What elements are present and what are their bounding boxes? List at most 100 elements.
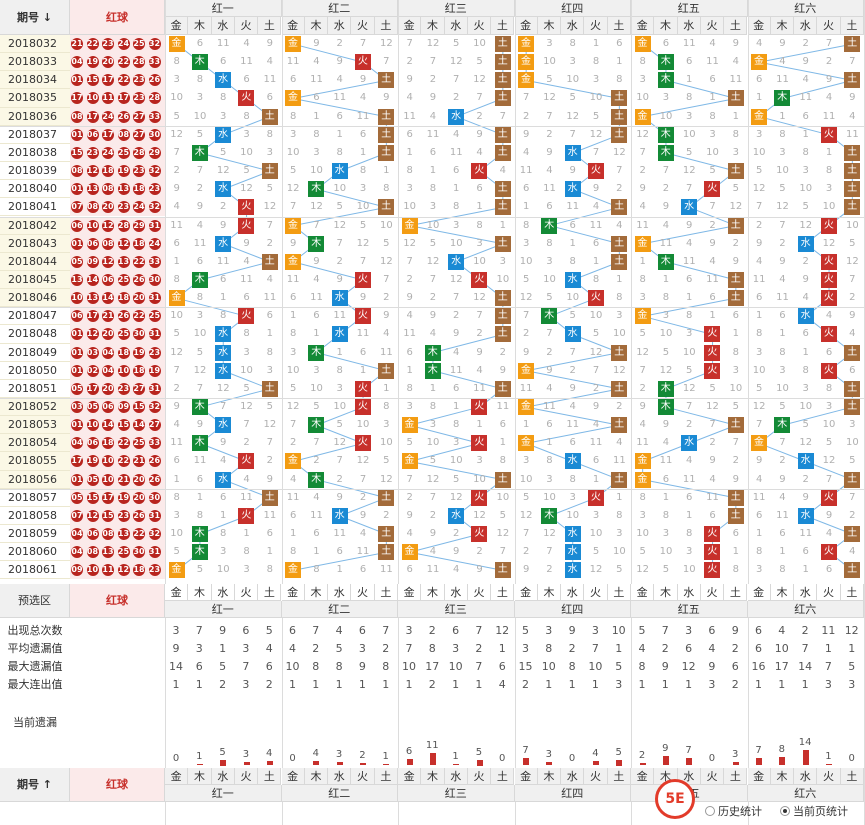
preselect-element[interactable]: 木 <box>188 583 212 601</box>
preselect-element[interactable]: 水 <box>444 583 468 601</box>
trend-line <box>782 79 853 100</box>
preselect-element[interactable]: 火 <box>817 583 841 601</box>
preselect-element[interactable]: 火 <box>584 583 608 601</box>
preselect-element[interactable]: 水 <box>677 583 701 601</box>
red-ball: 30 <box>148 491 161 504</box>
miss-value: 2 <box>476 328 483 340</box>
trend-line <box>409 225 503 245</box>
element-tag-tu: 土 <box>727 217 744 234</box>
footer-element: 金 <box>165 767 189 785</box>
miss-value: 9 <box>359 509 367 521</box>
preselect-element[interactable]: 火 <box>351 583 375 601</box>
preselect-element[interactable]: 火 <box>234 583 259 601</box>
miss-value: 8 <box>639 491 646 503</box>
element-tag-tu: 土 <box>727 290 744 307</box>
miss-value: 2 <box>336 255 343 267</box>
miss-value: 11 <box>216 38 230 49</box>
miss-value: 5 <box>709 165 716 177</box>
preselect-element[interactable]: 土 <box>840 583 864 601</box>
preselect-element[interactable]: 金 <box>631 583 655 601</box>
red-ball: 32 <box>148 38 161 50</box>
current-miss-value: 0 <box>499 752 506 764</box>
element-tag-shui: 水 <box>797 308 814 325</box>
preselect-element[interactable]: 金 <box>165 583 189 601</box>
element-tag-mu: 木 <box>657 126 674 143</box>
red-ball: 18 <box>117 346 130 359</box>
miss-value: 12 <box>216 165 230 177</box>
miss-value: 4 <box>755 255 763 267</box>
preselect-element[interactable]: 木 <box>654 583 678 601</box>
miss-value: 8 <box>825 382 833 394</box>
current-miss-value: 7 <box>522 744 529 756</box>
current-miss-bar <box>826 764 833 766</box>
period-cell: 2018038 <box>0 143 70 163</box>
current-miss-value: 4 <box>312 748 319 760</box>
preselect-element[interactable]: 土 <box>258 583 282 601</box>
preselect-element[interactable]: 木 <box>304 583 329 601</box>
preselect-element[interactable]: 木 <box>421 583 445 601</box>
miss-value: 2 <box>802 255 809 267</box>
preselect-element[interactable]: 木 <box>537 583 562 601</box>
red-ball: 03 <box>71 401 83 413</box>
miss-value: 10 <box>170 310 184 322</box>
miss-value: 12 <box>449 491 463 503</box>
miss-value: 10 <box>379 219 393 231</box>
red-ball: 18 <box>117 292 130 305</box>
red-ball: 04 <box>71 528 83 541</box>
miss-value: 12 <box>496 528 510 540</box>
trend-line <box>293 98 387 118</box>
miss-value: 4 <box>569 401 576 412</box>
miss-value: 5 <box>592 110 600 122</box>
miss-value: 5 <box>196 564 204 576</box>
preselect-element[interactable]: 土 <box>374 583 398 601</box>
stat-value: 3 <box>452 641 460 655</box>
preselect-element[interactable]: 土 <box>724 583 748 601</box>
trend-line <box>526 406 620 426</box>
stat-value: 3 <box>358 641 366 655</box>
preselect-element[interactable]: 火 <box>700 583 725 601</box>
miss-value: 7 <box>289 201 297 213</box>
preselect-element[interactable]: 金 <box>747 583 771 601</box>
miss-value: 1 <box>499 437 507 449</box>
footer-element: 木 <box>770 767 795 785</box>
preselect-element[interactable]: 金 <box>398 583 422 601</box>
preselect-element[interactable]: 水 <box>211 583 235 601</box>
miss-value: 11 <box>682 255 696 267</box>
preselect-element[interactable]: 水 <box>794 583 818 601</box>
preselect-element[interactable]: 金 <box>281 583 305 601</box>
preselect-element[interactable]: 金 <box>514 583 538 601</box>
footer-period-header[interactable]: 期号 ↑ <box>0 767 70 802</box>
miss-value: 4 <box>755 473 763 485</box>
miss-value: 5 <box>336 419 343 431</box>
preselect-element[interactable]: 木 <box>770 583 795 601</box>
preselect-element[interactable]: 土 <box>491 583 515 601</box>
group-divider <box>398 0 399 825</box>
period-header[interactable]: 期号 ↓ <box>0 0 70 35</box>
current-miss-value: 11 <box>425 740 439 752</box>
preselect-element[interactable]: 土 <box>607 583 631 601</box>
miss-value: 8 <box>546 455 553 467</box>
miss-value: 8 <box>686 528 693 540</box>
stat-label: 最大连出值 <box>7 677 63 691</box>
element-header: 水 <box>794 17 818 35</box>
miss-value: 2 <box>732 455 740 467</box>
current-page-stats-radio[interactable]: 当前页统计 <box>780 803 848 819</box>
trend-line <box>316 352 387 372</box>
preselect-element[interactable]: 水 <box>561 583 585 601</box>
radio-icon <box>705 806 715 816</box>
miss-value: 9 <box>336 491 343 503</box>
red-ball: 10 <box>102 455 114 468</box>
miss-value: 6 <box>196 38 204 49</box>
element-tag-tu: 土 <box>844 399 861 415</box>
miss-value: 10 <box>845 437 859 449</box>
miss-value: 4 <box>686 237 693 249</box>
miss-value: 7 <box>220 401 227 412</box>
history-stats-radio[interactable]: 历史统计 <box>705 803 762 819</box>
miss-value: 12 <box>333 219 347 231</box>
preselect-element[interactable]: 水 <box>328 583 352 601</box>
element-tag-tu: 土 <box>611 108 628 125</box>
red-ball: 25 <box>117 273 130 286</box>
miss-value: 10 <box>799 401 813 412</box>
miss-value: 8 <box>779 346 786 358</box>
preselect-element[interactable]: 火 <box>467 583 492 601</box>
